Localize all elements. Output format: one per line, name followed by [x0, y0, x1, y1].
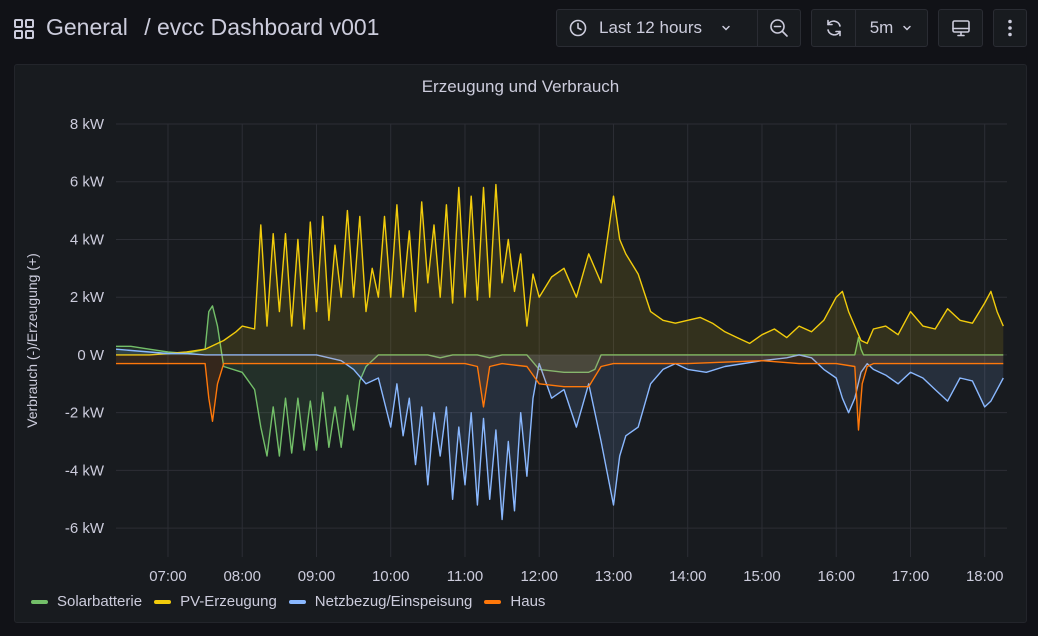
x-tick-label: 18:00: [966, 568, 1004, 585]
x-tick-label: 13:00: [595, 568, 633, 585]
refresh-group: 5m: [811, 9, 928, 47]
zoom-out-button[interactable]: [757, 10, 800, 46]
clock-icon: [569, 19, 587, 37]
breadcrumb: General / evcc Dashboard v001: [46, 14, 379, 41]
chevron-down-icon: [903, 25, 912, 31]
x-tick-label: 07:00: [149, 568, 187, 585]
more-vertical-icon: [1008, 19, 1012, 37]
y-tick-label: 0 W: [77, 347, 105, 364]
refresh-interval-picker[interactable]: 5m: [855, 10, 927, 46]
breadcrumb-folder[interactable]: General: [46, 14, 128, 40]
legend-item[interactable]: Netzbezug/Einspeisung: [288, 593, 473, 610]
y-tick-label: 4 kW: [70, 231, 105, 248]
legend-swatch: [154, 599, 172, 604]
y-axis-label: Verbrauch (-)/Erzeugung (+): [24, 253, 40, 428]
more-options-button[interactable]: [994, 10, 1026, 46]
y-tick-label: 2 kW: [70, 289, 105, 306]
y-tick-label: -2 kW: [65, 405, 105, 422]
zoom-out-icon: [770, 19, 788, 37]
legend-label: Solarbatterie: [57, 593, 143, 610]
legend-label: Haus: [510, 593, 546, 610]
x-tick-label: 12:00: [520, 568, 558, 585]
legend-label: PV-Erzeugung: [180, 593, 277, 610]
x-tick-label: 08:00: [223, 568, 261, 585]
chart-panel: Erzeugung und Verbrauch 8 kW 6 kW 4 kW 2 kW…: [14, 64, 1027, 623]
legend-item[interactable]: PV-Erzeugung: [154, 593, 277, 610]
time-picker-group: Last 12 hours: [556, 9, 801, 47]
refresh-icon: [826, 19, 841, 37]
x-tick-label: 11:00: [447, 568, 483, 585]
series-line[interactable]: [116, 183, 1004, 356]
refresh-interval-label: 5m: [869, 18, 894, 37]
series-area: [116, 184, 1004, 355]
x-tick-label: 14:00: [669, 568, 707, 585]
tv-mode-group: [938, 9, 983, 47]
series-line[interactable]: [115, 348, 1004, 521]
series-area: [116, 354, 1004, 430]
y-tick-label: 6 kW: [70, 174, 105, 191]
x-tick-label: 16:00: [817, 568, 855, 585]
series-area: [116, 349, 1004, 520]
tv-mode-icon: [951, 20, 970, 37]
tv-mode-button[interactable]: [939, 10, 982, 46]
line-chart[interactable]: 8 kW 6 kW 4 kW 2 kW 0 W -2 kW -4 kW -6 kW 07:00 0…: [15, 65, 1026, 622]
time-range-label: Last 12 hours: [599, 18, 703, 37]
x-tick-label: 15:00: [743, 568, 781, 585]
legend-swatch: [484, 599, 502, 604]
legend-item[interactable]: Solarbatterie: [31, 593, 142, 610]
y-tick-label: -4 kW: [65, 462, 105, 479]
apps-grid-icon[interactable]: [14, 19, 34, 39]
y-tick-label: 8 kW: [70, 116, 105, 133]
chevron-down-icon: [722, 25, 730, 31]
legend-item[interactable]: Haus: [484, 593, 545, 610]
y-tick-label: -6 kW: [65, 520, 105, 537]
series-area: [116, 305, 1004, 456]
refresh-button[interactable]: [812, 10, 855, 46]
time-range-picker[interactable]: Last 12 hours: [557, 10, 757, 46]
x-tick-label: 17:00: [892, 568, 930, 585]
breadcrumb-separator: /: [144, 14, 151, 40]
more-group: [993, 9, 1027, 47]
x-tick-label: 09:00: [298, 568, 336, 585]
chart-legend: Solarbatterie PV-Erzeugung Netzbezug/Einsp…: [31, 593, 557, 610]
top-navbar: General / evcc Dashboard v001 Last 12 ho…: [0, 0, 1038, 58]
legend-swatch: [31, 599, 48, 604]
x-tick-label: 10:00: [372, 568, 410, 585]
legend-label: Netzbezug/Einspeisung: [314, 593, 473, 610]
legend-swatch: [288, 599, 306, 604]
series-line[interactable]: [116, 305, 1004, 457]
panel-title[interactable]: Erzeugung und Verbrauch: [421, 77, 620, 96]
dashboard-title[interactable]: evcc Dashboard v001: [157, 14, 380, 40]
series-line[interactable]: [116, 360, 1004, 431]
